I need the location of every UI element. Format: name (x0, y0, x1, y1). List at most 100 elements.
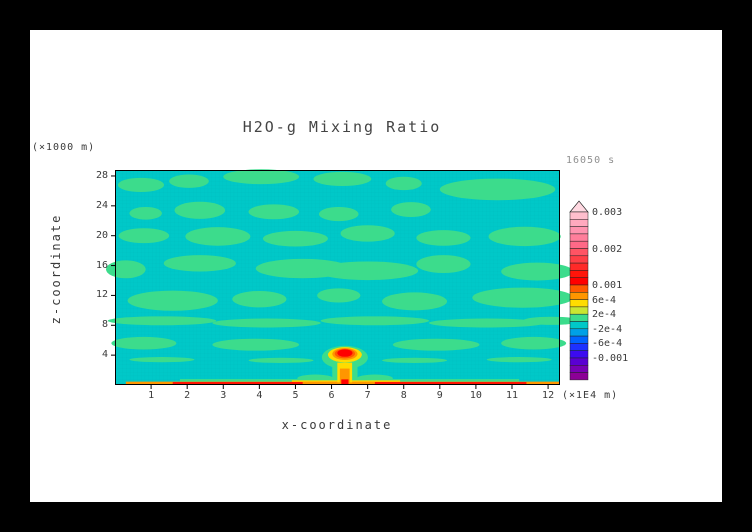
plume-cap (337, 349, 353, 357)
z-axis-label: z-coordinate (49, 213, 63, 325)
z-tick-label: 8 (101, 319, 108, 331)
z-tick-label: 20 (95, 229, 108, 241)
z-axis-unit: (×1000 m) (32, 142, 96, 153)
colorbar-band (569, 211, 589, 220)
z-tick-label: 12 (95, 289, 108, 301)
x-tick-label: 12 (542, 390, 555, 401)
colorbar-band (569, 299, 589, 308)
colorbar (569, 200, 589, 381)
contour-blob (318, 206, 359, 222)
contour-blob (105, 260, 146, 279)
colorbar-tick-label: -0.001 (592, 353, 629, 364)
contour-blob (416, 255, 471, 274)
contour-blob (107, 316, 217, 326)
contour-blob (317, 261, 419, 281)
contour-blob (223, 169, 300, 185)
z-tick-label: 28 (95, 169, 108, 181)
colorbar-band (569, 335, 589, 344)
colorbar-tick-label: 6e-4 (592, 294, 617, 306)
colorbar-tick-label: 2e-4 (592, 309, 617, 321)
x-tick-label: 4 (256, 390, 263, 401)
z-tick-label: 4 (101, 349, 108, 361)
colorbar-band (569, 262, 589, 271)
colorbar-band (569, 365, 589, 373)
x-tick-label: 3 (220, 390, 227, 401)
contour-blob (385, 176, 422, 191)
contour-blob (248, 357, 314, 363)
colorbar-band (569, 350, 589, 359)
colorbar-cap (569, 200, 589, 213)
contour-blob (317, 288, 361, 303)
colorbar-band (569, 226, 589, 235)
contour-blob (262, 230, 328, 247)
colorbar-band (569, 343, 589, 351)
colorbar-band (569, 233, 589, 242)
colorbar-tick-label: 0.001 (592, 280, 623, 291)
colorbar-band (569, 248, 589, 257)
contour-blob (232, 290, 287, 308)
colorbar-band (569, 292, 589, 300)
x-tick-label: 5 (292, 390, 299, 401)
colorbar-tick-label: 0.002 (592, 243, 623, 255)
contour-blob (248, 204, 300, 220)
x-tick-label: 9 (436, 390, 443, 401)
contour-blob (488, 226, 561, 247)
contour-plot-canvas (105, 169, 581, 389)
colorbar-tick-label: 0.003 (592, 207, 623, 218)
contour-blob (382, 292, 448, 311)
contour-blob (169, 174, 209, 188)
colorbar-band (569, 313, 589, 322)
contour-blob (340, 225, 395, 242)
colorbar-band (569, 357, 589, 366)
colorbar-band (569, 255, 589, 264)
plot-frame (115, 170, 560, 385)
surface-strip (172, 382, 303, 385)
x-tick-label: 2 (184, 390, 191, 401)
x-axis-unit: (×1E4 m) (562, 390, 619, 401)
contour-blob (313, 171, 372, 187)
contour-blob (127, 290, 218, 311)
colorbar-band (569, 277, 589, 286)
contour-blob (118, 228, 170, 244)
contour-blob (111, 336, 177, 350)
contour-blob (391, 202, 431, 218)
contour-blob (392, 338, 480, 351)
contour-blob (163, 255, 236, 272)
contour-blob (117, 177, 165, 193)
contour-blob (522, 316, 581, 325)
contour-blob (185, 227, 251, 246)
colorbar-band (569, 270, 589, 278)
colorbar-tick-label: -2e-4 (592, 323, 623, 335)
colorbar-band (569, 306, 589, 315)
z-tick-label: 24 (95, 199, 108, 211)
contour-blob (486, 357, 552, 363)
contour-blob (212, 338, 300, 351)
contour-blob (320, 316, 429, 326)
contour-blob (501, 262, 574, 281)
contour-blob (501, 336, 567, 350)
colorbar-band (569, 328, 589, 337)
x-tick-label: 11 (505, 390, 518, 401)
contour-blob (382, 357, 448, 363)
contour-blob (174, 201, 226, 219)
colorbar-band (569, 321, 589, 330)
x-tick-label: 10 (469, 390, 482, 401)
colorbar-band (569, 219, 589, 227)
x-tick-label: 6 (328, 390, 335, 401)
x-tick-label: 7 (364, 390, 371, 401)
contour-blob (416, 230, 471, 246)
plot-title: H2O-g Mixing Ratio (242, 118, 442, 136)
z-tick-label: 16 (95, 259, 108, 271)
contour-blob (212, 318, 321, 328)
colorbar-band (569, 284, 589, 293)
time-stamp: 16050 s (566, 155, 616, 166)
colorbar-band (569, 240, 589, 249)
colorbar-band (569, 372, 589, 381)
contour-blob (439, 178, 556, 201)
plume-stem (341, 379, 349, 385)
surface-strip (374, 382, 527, 385)
x-tick-label: 8 (400, 390, 407, 401)
plume-stem (339, 368, 350, 383)
contour-blob (129, 206, 162, 220)
